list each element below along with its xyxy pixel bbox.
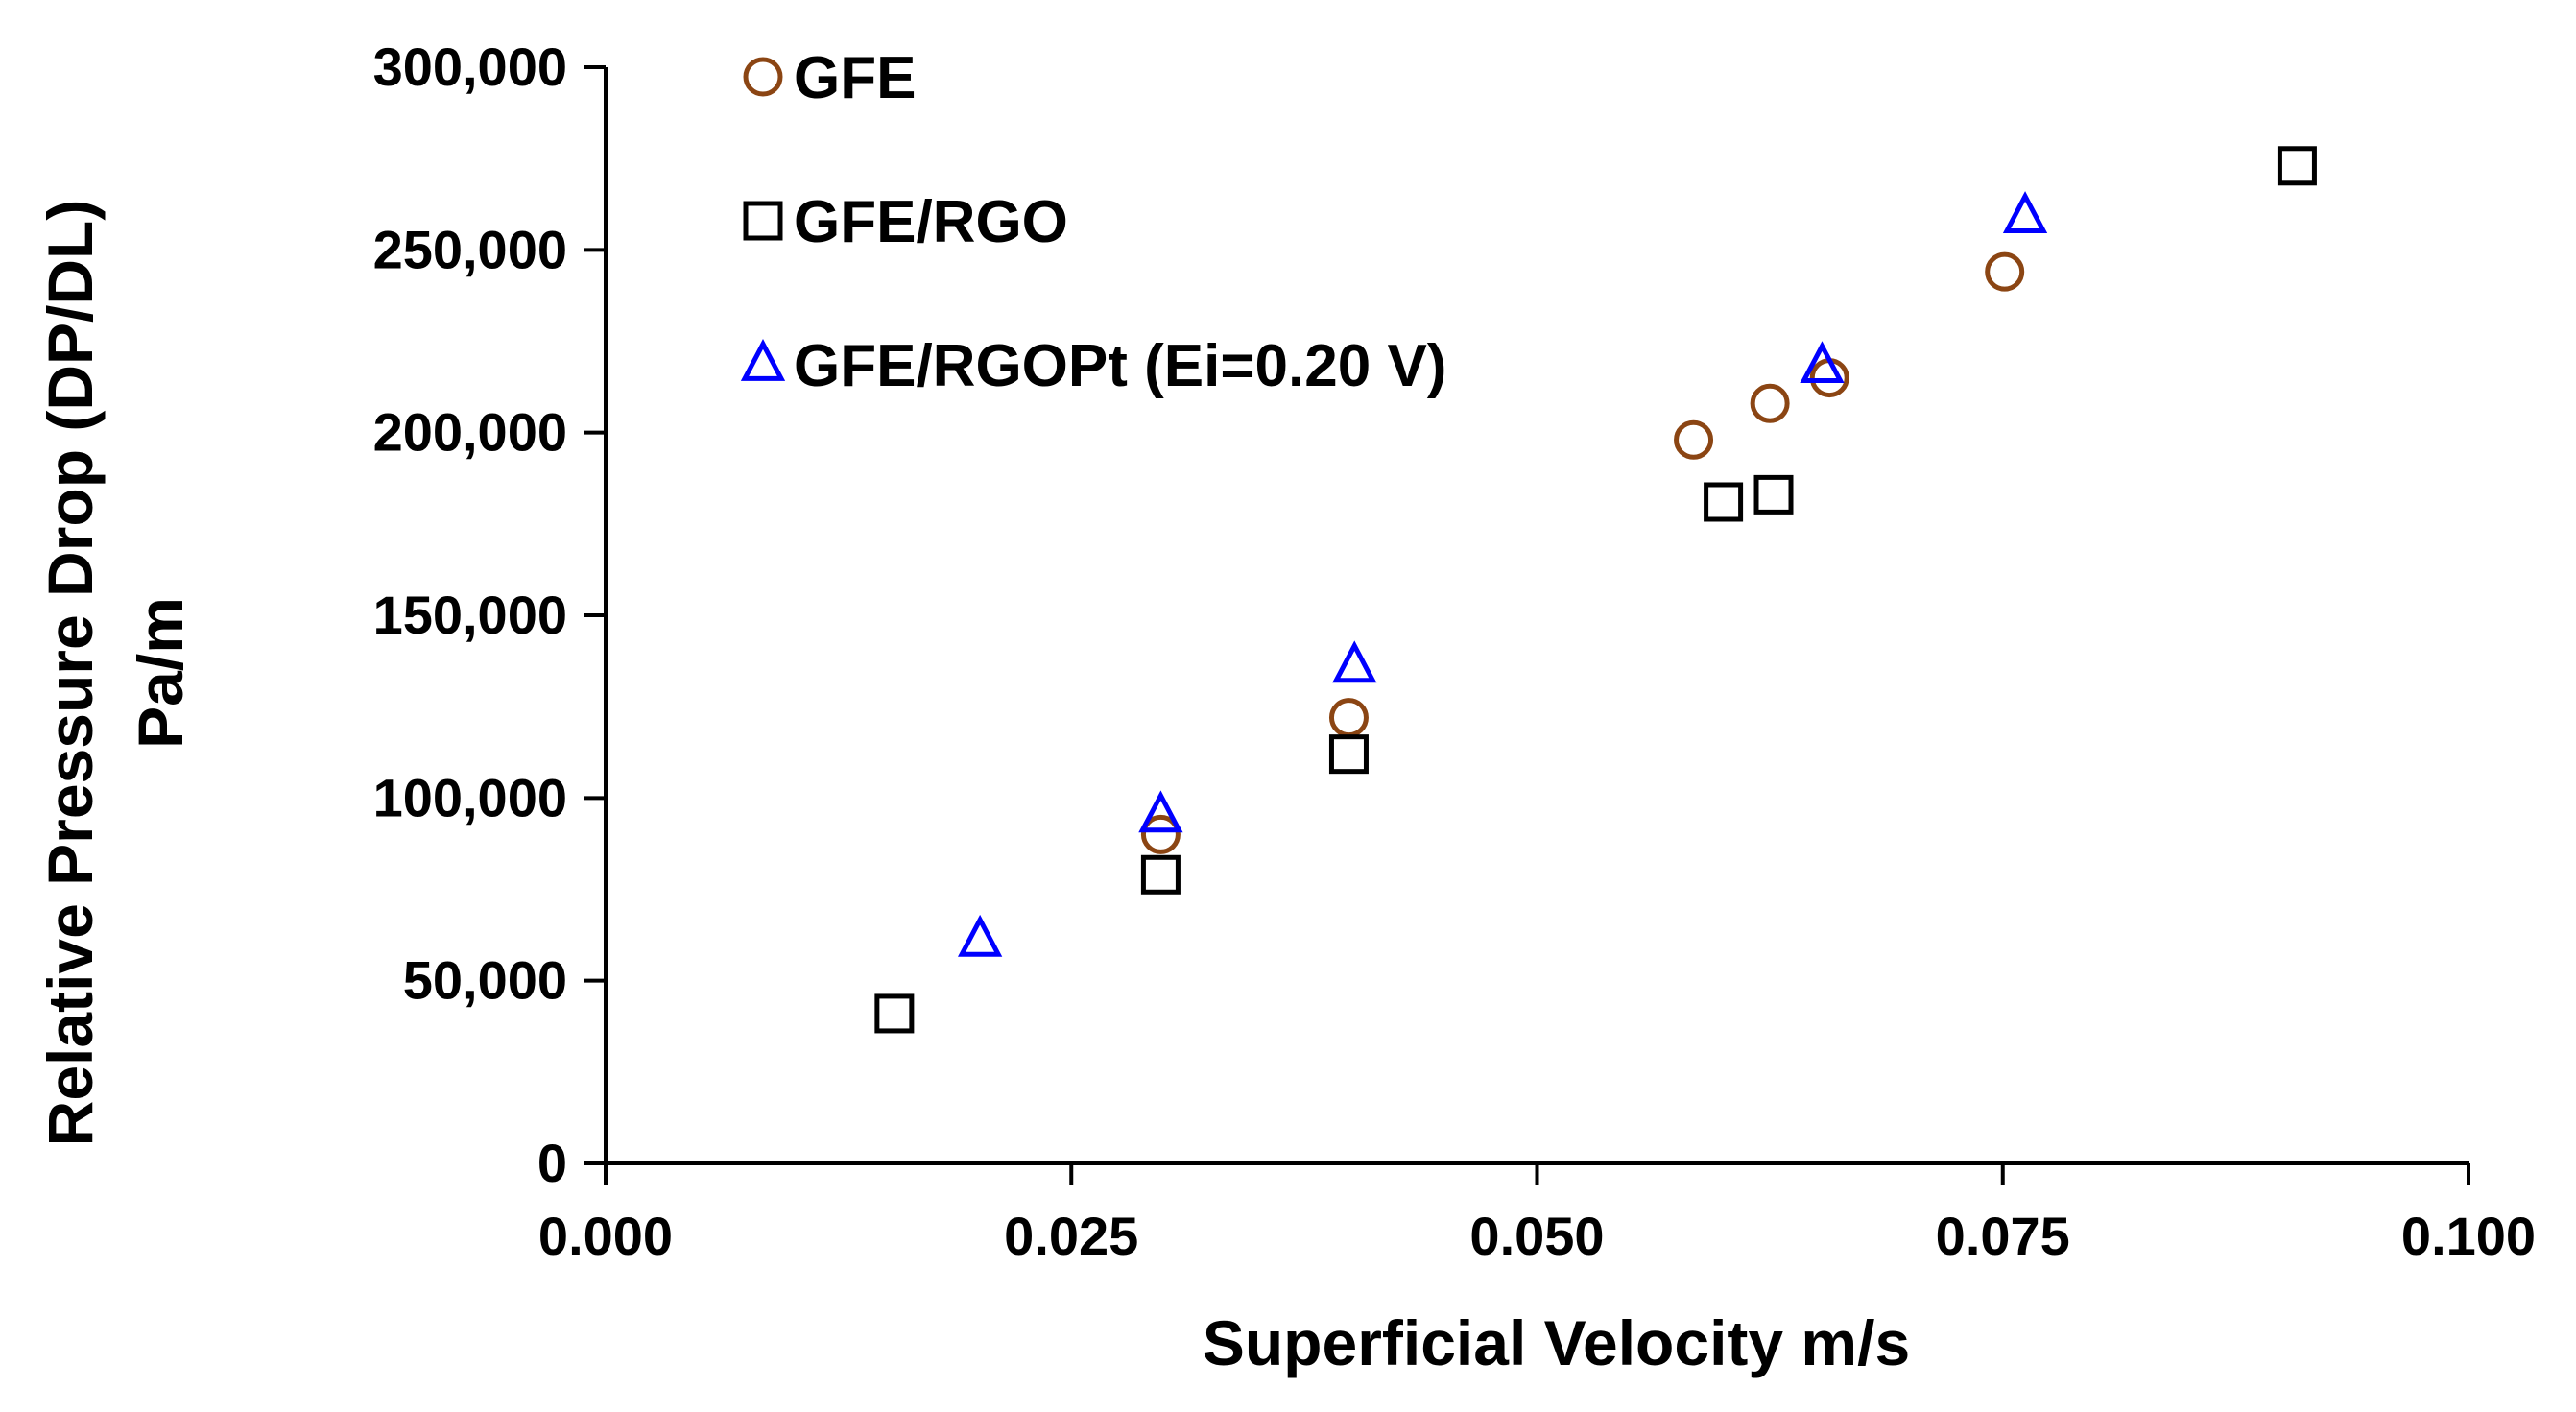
legend-marker-circle xyxy=(743,57,783,97)
y-tick-label: 100,000 xyxy=(373,767,567,827)
square-data-point xyxy=(2277,146,2317,186)
y-tick-label: 50,000 xyxy=(403,950,567,1011)
x-tick-label: 0.050 xyxy=(1469,1206,1604,1266)
series-layer xyxy=(874,146,2317,1034)
y-tick-label: 200,000 xyxy=(373,402,567,463)
square-data-point xyxy=(874,993,915,1034)
triangle-data-point xyxy=(1138,790,1183,833)
x-tick-label: 0.000 xyxy=(538,1206,673,1266)
x-tick-label: 0.025 xyxy=(1004,1206,1138,1266)
y-tick-label: 250,000 xyxy=(373,219,567,279)
y-axis-title-line-1: Relative Pressure Drop (DP/DL) xyxy=(35,200,106,1147)
series-2 xyxy=(957,191,2048,957)
y-axis-title-line-2: Pa/m xyxy=(125,597,196,749)
legend-label: GFE/RGO xyxy=(794,189,1068,255)
circle-data-point xyxy=(1140,814,1181,854)
square-data-point xyxy=(1753,474,1794,515)
circle-data-point xyxy=(1985,251,2025,292)
triangle-data-point xyxy=(957,914,1003,957)
y-tick-label: 0 xyxy=(537,1133,567,1193)
x-tick-label: 0.100 xyxy=(2401,1206,2536,1266)
circle-data-point xyxy=(1328,698,1369,738)
x-tick-label: 0.075 xyxy=(1936,1206,2070,1266)
circle-data-point xyxy=(1750,383,1790,423)
series-1 xyxy=(874,146,2317,1034)
legend-label: GFE/RGOPt (Ei=0.20 V) xyxy=(794,333,1446,399)
y-tick-label: 150,000 xyxy=(373,585,567,645)
square-data-point xyxy=(1140,854,1181,895)
triangle-data-point xyxy=(1332,640,1377,683)
triangle-data-point xyxy=(2002,191,2048,233)
square-data-point xyxy=(1328,734,1369,775)
square-data-point xyxy=(1704,482,1744,522)
legend: GFE GFE/RGO GFE/RGOPt (Ei=0.20 V) xyxy=(740,45,1446,399)
y-tick-label: 300,000 xyxy=(373,36,567,97)
circle-data-point xyxy=(1674,419,1714,460)
y-ticks: 0 50,000 100,000 150,000 200,000 250,000 300,0… xyxy=(373,36,606,1193)
legend-label: GFE xyxy=(794,45,916,111)
legend-marker-triangle xyxy=(740,339,786,381)
legend-marker-square xyxy=(743,201,783,241)
x-axis-title: Superficial Velocity m/s xyxy=(1203,1307,1910,1378)
triangle-data-point xyxy=(1800,341,1845,384)
x-ticks: 0.000 0.025 0.050 0.075 0.100 xyxy=(538,1163,2536,1266)
circle-data-point xyxy=(1809,358,1849,398)
